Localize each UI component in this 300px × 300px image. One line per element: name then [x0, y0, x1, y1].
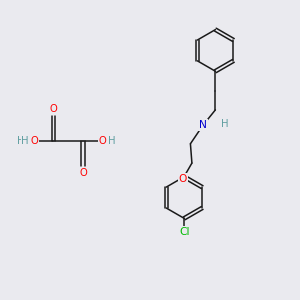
Text: O: O [79, 168, 87, 178]
Text: O: O [179, 173, 187, 184]
Text: H: H [220, 119, 228, 129]
Text: H: H [108, 136, 115, 146]
Text: O: O [50, 104, 57, 114]
Text: N: N [199, 120, 207, 130]
Text: O: O [99, 136, 106, 146]
Text: H: H [21, 136, 29, 146]
Text: Cl: Cl [179, 227, 189, 237]
Text: HO: HO [17, 136, 32, 146]
Text: O: O [30, 136, 38, 146]
